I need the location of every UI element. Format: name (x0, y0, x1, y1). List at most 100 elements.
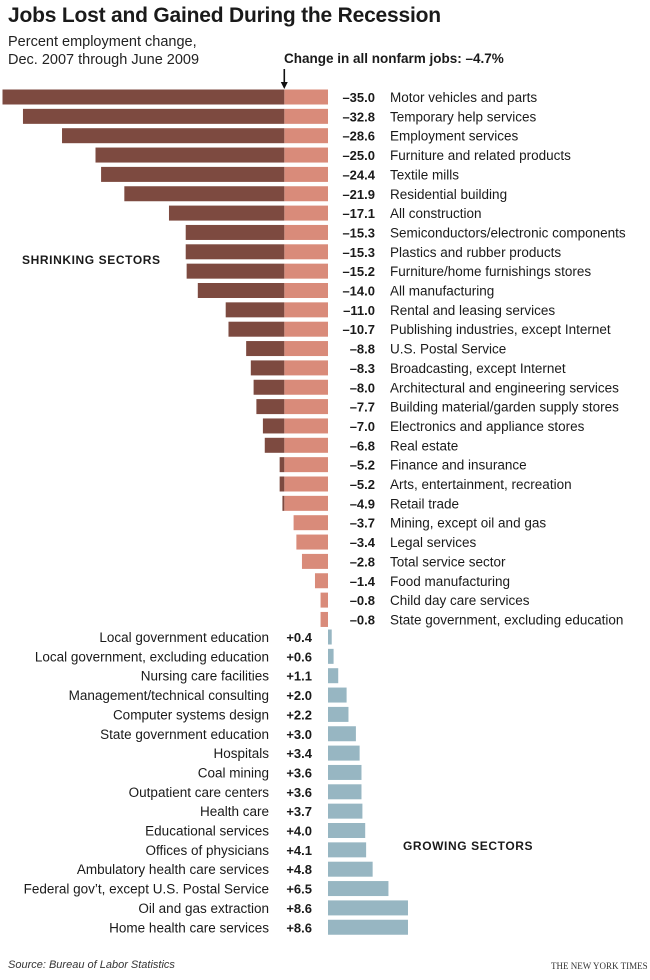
bar-shrinking-excess (284, 379, 328, 395)
data-label: –0.8 (350, 612, 375, 627)
bar-growing (328, 745, 360, 761)
data-label: –35.0 (342, 90, 375, 105)
data-label: –14.0 (342, 284, 375, 299)
data-label: +4.8 (286, 862, 312, 877)
data-label: +0.4 (286, 630, 312, 645)
bar-shrinking-excess (284, 224, 328, 240)
data-label: –21.9 (342, 187, 375, 202)
bar-growing (328, 687, 347, 703)
data-label: +6.5 (286, 882, 312, 897)
category-label: Local government education (99, 630, 269, 645)
bar-shrinking-excess (284, 283, 328, 298)
bar-shrinking (197, 283, 285, 298)
bar-shrinking (2, 89, 285, 105)
data-label: –0.8 (350, 593, 375, 608)
bar-shrinking-excess (284, 89, 328, 105)
bar-growing (328, 861, 373, 877)
data-label: –8.0 (350, 380, 375, 395)
bar-shrinking-excess (284, 128, 328, 144)
bar-shrinking-excess (284, 399, 328, 415)
category-label: Semiconductors/electronic components (390, 225, 626, 240)
bar-shrinking (185, 244, 285, 260)
data-label: –7.0 (350, 419, 375, 434)
category-label: Offices of physicians (145, 843, 269, 858)
bar-shrinking-excess (284, 321, 328, 337)
bar-shrinking-excess (284, 108, 328, 124)
category-label: Coal mining (198, 765, 269, 780)
bar-shrinking-excess (320, 611, 328, 627)
reference-arrow-head (280, 82, 288, 89)
chart-subtitle: Percent employment change, Dec. 2007 thr… (8, 33, 199, 69)
category-label: Rental and leasing services (390, 303, 555, 318)
bar-growing (328, 764, 362, 780)
subtitle-line-1: Percent employment change, (8, 34, 197, 50)
category-label: Ambulatory health care services (77, 862, 269, 877)
data-label: –6.8 (350, 438, 375, 453)
category-label: Publishing industries, except Internet (390, 322, 611, 337)
data-label: +8.6 (286, 920, 312, 935)
category-label: Building material/garden supply stores (390, 400, 619, 415)
bar-growing (328, 900, 408, 916)
data-label: +3.4 (286, 746, 312, 761)
growing-sectors-label: GROWING SECTORS (403, 839, 534, 853)
bar-shrinking-excess (284, 495, 328, 511)
bar-shrinking (185, 224, 285, 240)
bar-shrinking (228, 321, 285, 337)
source-note: Source: Bureau of Labor Statistics (8, 959, 175, 971)
bar-shrinking (101, 166, 285, 182)
bar-shrinking-excess (284, 457, 328, 473)
bar-shrinking (168, 205, 285, 221)
category-label: All manufacturing (390, 284, 494, 299)
category-label: Furniture/home furnishings stores (390, 264, 591, 279)
category-label: Motor vehicles and parts (390, 90, 537, 105)
bar-shrinking-excess (296, 534, 328, 550)
bar-shrinking-excess (293, 515, 328, 531)
category-label: Educational services (145, 824, 269, 839)
data-label: +3.7 (286, 804, 312, 819)
category-label: State government education (100, 727, 269, 742)
bar-shrinking (246, 341, 285, 357)
category-label: State government, excluding education (390, 612, 623, 627)
chart-title: Jobs Lost and Gained During the Recessio… (8, 4, 441, 27)
bar-shrinking-excess (284, 263, 328, 279)
bar-shrinking-excess (284, 186, 328, 202)
bar-growing (328, 629, 332, 645)
data-label: –11.0 (343, 303, 375, 318)
data-label: –17.1 (342, 206, 375, 221)
bar-growing (328, 919, 408, 935)
category-label: Legal services (390, 535, 477, 550)
category-label: Food manufacturing (390, 574, 510, 589)
shrinking-sectors-label: SHRINKING SECTORS (22, 253, 161, 267)
bar-growing (328, 706, 349, 722)
bar-shrinking-excess (284, 437, 328, 453)
category-label: Federal gov’t, except U.S. Postal Servic… (24, 882, 269, 897)
bar-growing (328, 668, 339, 684)
bar-shrinking (279, 457, 285, 473)
category-label: Textile mills (390, 167, 459, 182)
category-label: Local government, excluding education (35, 649, 269, 664)
data-label: –25.0 (342, 148, 375, 163)
bar-shrinking (256, 399, 285, 415)
category-label: Child day care services (390, 593, 530, 608)
bar-shrinking (22, 108, 285, 124)
data-label: –5.2 (350, 477, 375, 492)
bar-shrinking (264, 437, 285, 453)
bar-growing (328, 784, 362, 800)
bar-shrinking (124, 186, 285, 202)
bar-growing (328, 726, 356, 742)
data-label: –24.4 (342, 167, 375, 182)
data-label: +8.6 (286, 901, 312, 916)
category-label: Residential building (390, 187, 507, 202)
data-label: +4.0 (286, 824, 312, 839)
bar-growing (328, 881, 389, 897)
category-label: Temporary help services (390, 109, 537, 124)
bar-shrinking-excess (284, 360, 328, 376)
category-label: Plastics and rubber products (390, 245, 561, 260)
category-label: Architectural and engineering services (390, 380, 619, 395)
category-label: Finance and insurance (390, 458, 527, 473)
data-label: –10.7 (342, 322, 375, 337)
category-label: Retail trade (390, 496, 459, 511)
category-label: Oil and gas extraction (138, 901, 269, 916)
bar-shrinking (186, 263, 285, 279)
